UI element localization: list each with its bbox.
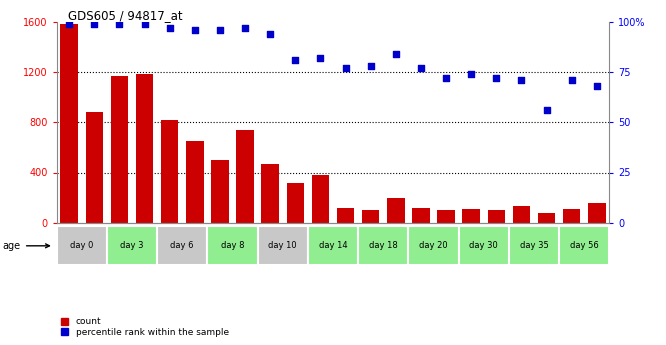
Bar [462, 209, 480, 223]
Bar [509, 226, 559, 265]
Text: day 20: day 20 [419, 241, 448, 250]
Text: day 6: day 6 [170, 241, 194, 250]
Bar [362, 210, 380, 223]
Text: day 18: day 18 [369, 241, 398, 250]
Bar [107, 226, 157, 265]
Bar [308, 226, 358, 265]
Point [516, 78, 527, 83]
Bar [236, 130, 254, 223]
Bar [459, 226, 509, 265]
Point [165, 26, 175, 31]
Bar [211, 160, 228, 223]
Text: day 10: day 10 [268, 241, 297, 250]
Bar [488, 210, 505, 223]
Point [189, 28, 200, 33]
Point [290, 58, 300, 63]
Text: day 35: day 35 [519, 241, 548, 250]
Point [441, 76, 452, 81]
Bar [408, 226, 459, 265]
Bar [387, 197, 405, 223]
Point [64, 22, 75, 27]
Text: day 56: day 56 [570, 241, 599, 250]
Point [366, 64, 376, 69]
Point [566, 78, 577, 83]
Bar [438, 210, 455, 223]
Bar [57, 226, 107, 265]
Bar [207, 226, 258, 265]
Point [416, 66, 426, 71]
Bar [513, 206, 530, 223]
Text: age: age [3, 241, 49, 251]
Bar [412, 208, 430, 223]
Bar [161, 120, 178, 223]
Bar [537, 213, 555, 223]
Point [89, 22, 100, 27]
Legend: count, percentile rank within the sample: count, percentile rank within the sample [61, 317, 228, 337]
Point [591, 84, 602, 89]
Point [491, 76, 501, 81]
Bar [312, 175, 329, 223]
Text: GDS605 / 94817_at: GDS605 / 94817_at [68, 9, 182, 22]
Bar [186, 141, 204, 223]
Text: day 14: day 14 [319, 241, 347, 250]
Bar [136, 74, 153, 223]
Point [541, 108, 552, 113]
Bar [559, 226, 609, 265]
Point [265, 32, 276, 37]
Bar [563, 209, 581, 223]
Point [315, 56, 326, 61]
Point [390, 52, 401, 57]
Bar [61, 24, 78, 223]
Bar [588, 203, 605, 223]
Bar [337, 208, 354, 223]
Text: day 30: day 30 [470, 241, 498, 250]
Point [114, 22, 125, 27]
Point [240, 26, 250, 31]
Bar [157, 226, 207, 265]
Bar [111, 76, 129, 223]
Bar [261, 164, 279, 223]
Point [466, 72, 477, 77]
Bar [286, 183, 304, 223]
Point [340, 66, 351, 71]
Text: day 0: day 0 [70, 241, 93, 250]
Bar [358, 226, 408, 265]
Bar [85, 112, 103, 223]
Text: day 8: day 8 [220, 241, 244, 250]
Bar [258, 226, 308, 265]
Point [214, 28, 225, 33]
Text: day 3: day 3 [121, 241, 144, 250]
Point [139, 22, 150, 27]
